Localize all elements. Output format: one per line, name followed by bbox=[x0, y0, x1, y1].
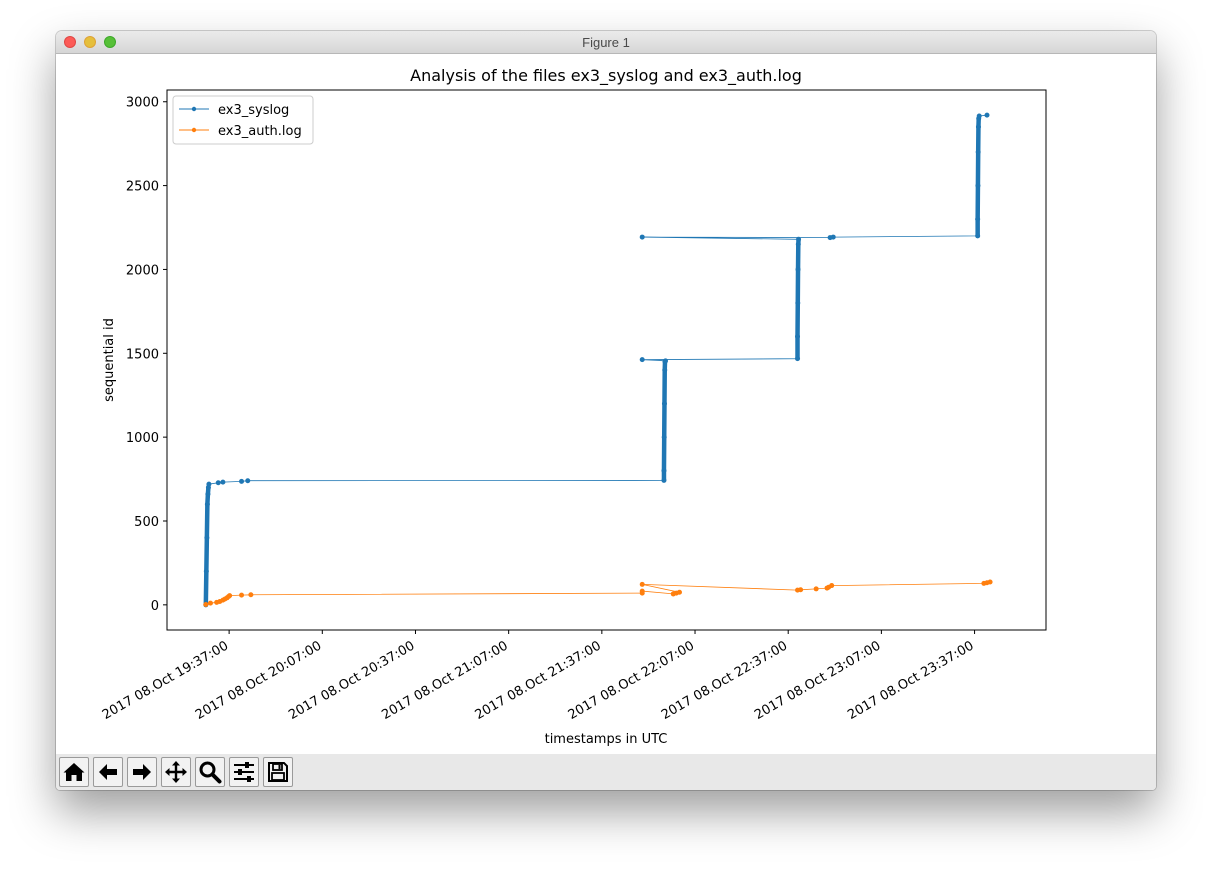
data-point[interactable] bbox=[829, 583, 835, 589]
data-point[interactable] bbox=[830, 234, 836, 240]
series-syslog bbox=[203, 112, 990, 608]
data-point[interactable] bbox=[215, 480, 221, 486]
data-point[interactable] bbox=[987, 579, 993, 585]
title-bar[interactable]: Figure 1 bbox=[56, 31, 1156, 54]
series-line bbox=[205, 581, 991, 605]
data-point[interactable] bbox=[796, 236, 802, 242]
data-point[interactable] bbox=[639, 234, 645, 240]
minimize-window-button[interactable] bbox=[84, 36, 96, 48]
data-point[interactable] bbox=[245, 478, 251, 484]
back-arrow-icon bbox=[99, 764, 117, 780]
data-point[interactable] bbox=[813, 586, 819, 592]
axes-frame bbox=[166, 89, 1047, 631]
legend-label-auth: ex3_auth.log bbox=[218, 124, 302, 139]
y-axis-label: sequential id bbox=[102, 318, 117, 402]
y-tick-label: 500 bbox=[134, 515, 159, 530]
save-button[interactable] bbox=[263, 757, 293, 787]
pan-icon bbox=[165, 761, 187, 783]
y-tick-label: 2500 bbox=[126, 180, 159, 195]
data-point[interactable] bbox=[976, 113, 982, 119]
data-point[interactable] bbox=[661, 401, 667, 407]
home-icon bbox=[63, 763, 85, 781]
y-tick-label: 1000 bbox=[126, 431, 159, 446]
figure-window: Figure 1 Analysis of the files ex3_syslo… bbox=[56, 31, 1156, 790]
navigation-toolbar bbox=[56, 754, 1156, 790]
data-point[interactable] bbox=[206, 481, 212, 487]
configure-subplots-button[interactable] bbox=[229, 757, 259, 787]
data-point[interactable] bbox=[227, 593, 233, 599]
data-point[interactable] bbox=[975, 183, 981, 189]
data-point[interactable] bbox=[639, 357, 645, 363]
data-point[interactable] bbox=[204, 501, 210, 507]
pan-button[interactable] bbox=[161, 757, 191, 787]
series-layer bbox=[203, 112, 993, 608]
legend-marker-syslog bbox=[191, 106, 197, 112]
plot-area: Analysis of the files ex3_syslog and ex3… bbox=[56, 54, 1156, 754]
close-window-button[interactable] bbox=[64, 36, 76, 48]
data-point[interactable] bbox=[795, 356, 801, 362]
data-point[interactable] bbox=[795, 266, 801, 272]
dense-marker-run bbox=[204, 501, 210, 541]
data-point[interactable] bbox=[248, 592, 254, 598]
dense-marker-run bbox=[204, 535, 210, 574]
data-point[interactable] bbox=[975, 124, 981, 130]
data-point[interactable] bbox=[203, 602, 209, 608]
data-point[interactable] bbox=[975, 149, 981, 155]
y-tick-label: 2000 bbox=[126, 263, 159, 278]
legend-marker-auth bbox=[191, 127, 197, 133]
data-point[interactable] bbox=[663, 358, 669, 364]
maximize-window-button[interactable] bbox=[104, 36, 116, 48]
chart[interactable]: Analysis of the files ex3_syslog and ex3… bbox=[56, 54, 1156, 754]
data-point[interactable] bbox=[661, 434, 667, 440]
data-point[interactable] bbox=[798, 587, 804, 593]
data-point[interactable] bbox=[661, 468, 667, 474]
window-title: Figure 1 bbox=[582, 35, 630, 50]
zoom-button[interactable] bbox=[195, 757, 225, 787]
zoom-icon bbox=[199, 761, 222, 784]
configure-subplots-icon bbox=[234, 762, 254, 782]
forward-arrow-icon bbox=[133, 764, 151, 780]
data-point[interactable] bbox=[203, 568, 209, 574]
dense-marker-run bbox=[203, 569, 209, 608]
legend: ex3_syslog ex3_auth.log bbox=[172, 95, 314, 145]
data-point[interactable] bbox=[795, 241, 801, 247]
save-icon bbox=[268, 762, 288, 782]
y-tick-label: 3000 bbox=[126, 96, 159, 111]
data-point[interactable] bbox=[207, 600, 213, 606]
data-point[interactable] bbox=[975, 216, 981, 222]
chart-title: Analysis of the files ex3_syslog and ex3… bbox=[410, 66, 802, 86]
data-point[interactable] bbox=[795, 300, 801, 306]
data-point[interactable] bbox=[984, 112, 990, 118]
data-point[interactable] bbox=[639, 581, 645, 587]
y-tick-label: 1500 bbox=[126, 347, 159, 362]
back-button[interactable] bbox=[93, 757, 123, 787]
data-point[interactable] bbox=[661, 477, 667, 483]
forward-button[interactable] bbox=[127, 757, 157, 787]
data-point[interactable] bbox=[795, 334, 801, 340]
home-button[interactable] bbox=[59, 757, 89, 787]
data-point[interactable] bbox=[676, 589, 682, 595]
data-point[interactable] bbox=[204, 535, 210, 541]
data-point[interactable] bbox=[220, 479, 226, 485]
data-point[interactable] bbox=[639, 588, 645, 594]
legend-box bbox=[172, 95, 314, 145]
data-point[interactable] bbox=[239, 478, 245, 484]
series-line bbox=[205, 114, 988, 605]
data-point[interactable] bbox=[662, 367, 668, 373]
legend-label-syslog: ex3_syslog bbox=[218, 103, 289, 118]
data-point[interactable] bbox=[239, 592, 245, 598]
data-point[interactable] bbox=[205, 491, 211, 497]
y-tick-label: 0 bbox=[151, 599, 159, 614]
data-point[interactable] bbox=[975, 233, 981, 239]
y-axis: 0 500 1000 1500 2000 2500 3000 bbox=[126, 96, 167, 614]
series-auth bbox=[203, 579, 993, 608]
x-axis-label: timestamps in UTC bbox=[545, 732, 668, 747]
